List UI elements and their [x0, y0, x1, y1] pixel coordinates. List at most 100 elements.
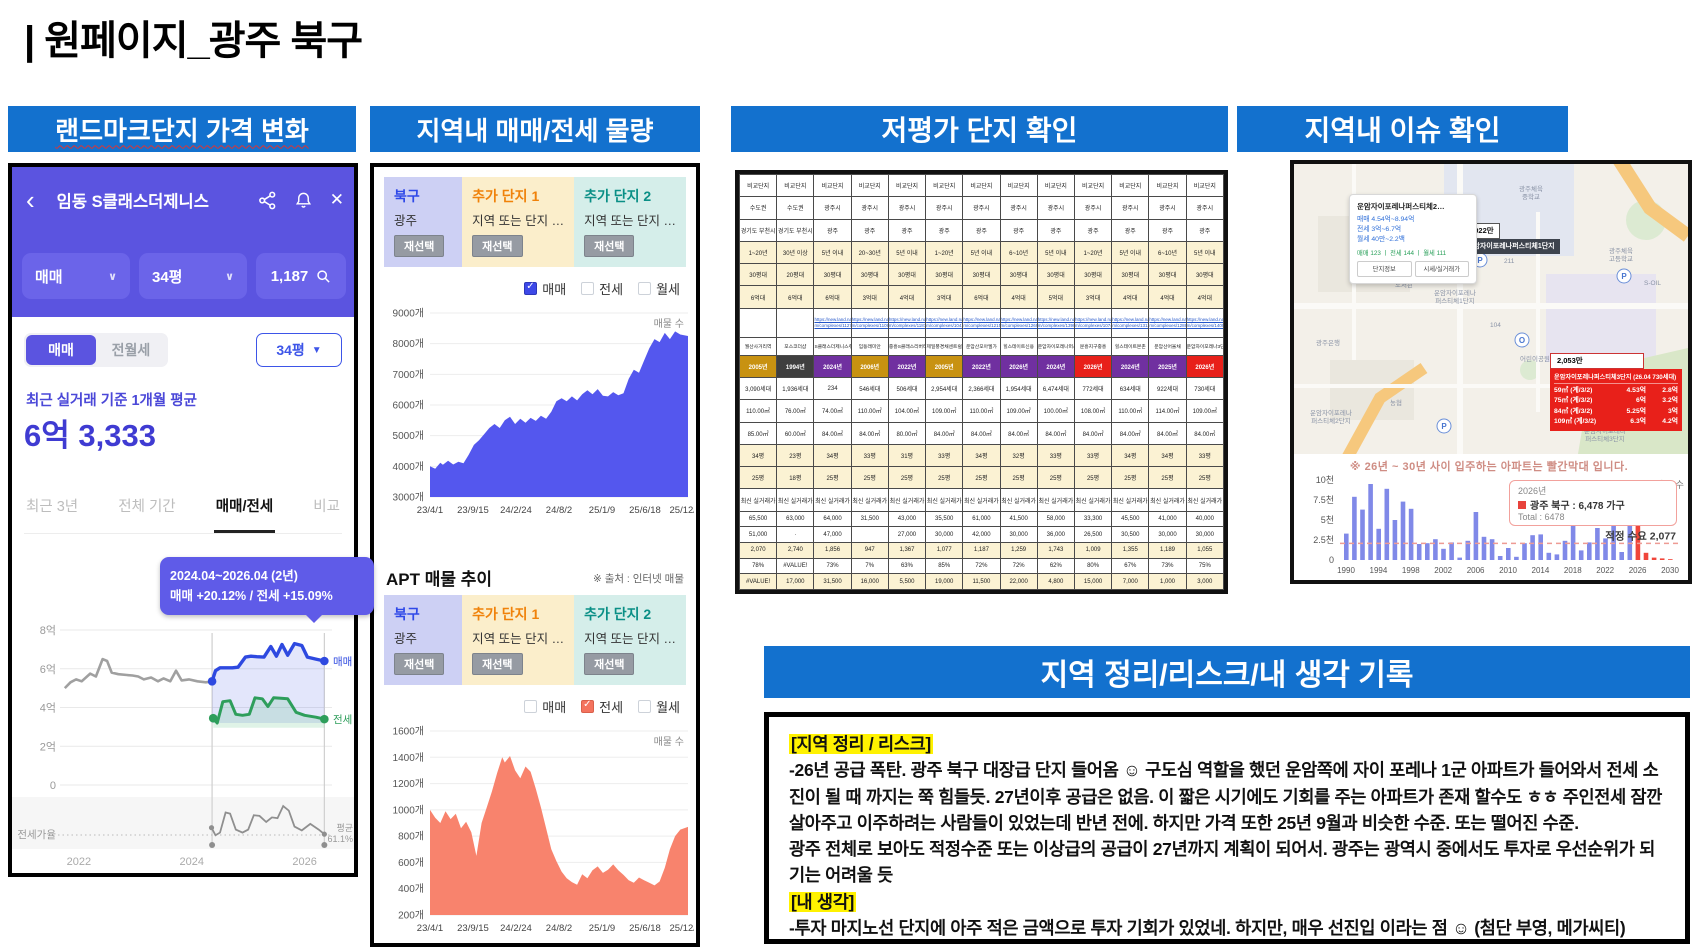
table-cell: 110.00㎡: [738, 399, 778, 423]
selector-add1[interactable]: 추가 단지 1 지역 또는 단지 … 재선택: [462, 177, 575, 267]
naver-land-link[interactable]: https://new.land.naver.com/complexes/110…: [850, 307, 889, 338]
legend-item-sale[interactable]: 매매: [524, 279, 566, 298]
tab-sale-jeonse[interactable]: 매매/전세: [213, 489, 276, 533]
map-label: 운암자이포레나 퍼스티체1단지: [1434, 290, 1476, 306]
table-cell: 6~10년: [1148, 240, 1187, 265]
segment-sale[interactable]: 매매: [26, 335, 96, 365]
reselect-button[interactable]: 재선택: [584, 235, 635, 257]
table-cell: 30,000: [999, 526, 1038, 543]
share-icon[interactable]: [258, 191, 277, 210]
svg-text:O: O: [1519, 336, 1525, 345]
table-cell: 85%: [925, 557, 964, 575]
svg-text:P: P: [1477, 256, 1483, 265]
table-cell: 운암산어울채: [1148, 336, 1187, 356]
reselect-button[interactable]: 재선택: [394, 235, 445, 257]
naver-land-link[interactable]: https://new.land.naver.com/complexes/126…: [999, 307, 1038, 338]
complex-info-button[interactable]: 단지정보: [1357, 260, 1412, 277]
table-cell: 경기도 부천시: [738, 218, 778, 242]
table-cell: 광주: [925, 218, 964, 242]
legend-item-wolse[interactable]: 월세: [638, 279, 680, 298]
bell-icon[interactable]: [294, 191, 313, 210]
selector-region[interactable]: 북구 광주 재선택: [384, 595, 463, 685]
svg-text:2010: 2010: [1499, 566, 1517, 575]
table-cell: 6억대: [738, 285, 778, 309]
table-cell: 34평: [1111, 443, 1150, 468]
trade-type-dropdown[interactable]: 매매 ∨: [22, 253, 130, 299]
reselect-button[interactable]: 재선택: [472, 235, 523, 257]
legend-item-sale[interactable]: 매매: [524, 697, 566, 716]
table-cell: 4억대: [1148, 285, 1187, 309]
tab-compare[interactable]: 비교: [313, 499, 340, 515]
back-icon[interactable]: ‹: [26, 185, 35, 215]
table-cell: 광주: [813, 218, 852, 242]
selector-region[interactable]: 북구 광주 재선택: [384, 177, 463, 267]
table-cell: 운암자이포레나퍼스티체: [1036, 336, 1075, 356]
table-cell: 비교단지: [887, 173, 927, 198]
naver-land-link[interactable]: https://new.land.naver.com/complexes/112…: [813, 307, 852, 338]
table-cell: 문흥지구중흥: [1073, 336, 1113, 356]
naver-land-link[interactable]: https://new.land.naver.com/complexes/118…: [887, 307, 927, 338]
selector-region-title: 북구: [394, 606, 420, 622]
table-cell: 25평: [1111, 466, 1150, 490]
table-cell: 2,954세대: [925, 377, 964, 401]
table-cell: 19,000: [925, 573, 964, 590]
table-cell: 광주시: [962, 196, 1001, 220]
price-history-button[interactable]: 시세/실거래가: [1414, 260, 1469, 277]
page-title: | 원페이지_광주 북구: [24, 19, 363, 63]
table-cell: 40,000: [1185, 510, 1225, 528]
card-label: 매매: [1357, 216, 1370, 223]
transaction-count-button[interactable]: 1,187: [256, 253, 346, 299]
table-row: 34평 23평 34평 33평 31평 33평 34평 32평 33평 33평 34평 34평 33평: [738, 443, 1225, 468]
volume-panel: 북구 광주 재선택 추가 단지 1 지역 또는 단지 … 재선택 추가 단지 2…: [370, 163, 700, 947]
table-cell: 포스코더샵: [776, 336, 815, 356]
naver-map[interactable]: P P P P O 운암자이포레나퍼스티체2… 매매 4.54억~8.94억 전…: [1294, 164, 1688, 454]
table-cell: 6~10년: [999, 240, 1038, 265]
naver-land-link[interactable]: https://new.land.naver.com/complexes/107…: [1073, 307, 1113, 338]
table-cell: 30,000: [1148, 526, 1187, 543]
tooltip-total: Total : 6478: [1518, 512, 1565, 522]
table-cell: 6억대: [776, 285, 815, 309]
close-icon[interactable]: ✕: [329, 190, 344, 209]
table-cell: 광주: [850, 218, 889, 242]
naver-land-link[interactable]: https://new.land.naver.com/complexes/104…: [925, 307, 964, 338]
table-cell: 광주시: [999, 196, 1038, 220]
svg-text:2030: 2030: [1661, 566, 1679, 575]
legend-item-wolse[interactable]: 월세: [638, 697, 680, 716]
naver-land-link[interactable]: https://new.land.naver.com/complexes/131…: [1111, 307, 1150, 338]
size-select-dropdown[interactable]: 34평 ▼: [256, 333, 342, 367]
section-header-notes: 지역 정리/리스크/내 생각 기록: [764, 646, 1690, 698]
marker-price: 2,053만: [1550, 352, 1644, 369]
selector-add2[interactable]: 추가 단지 2 지역 또는 단지 … 재선택: [574, 595, 686, 685]
segment-jeonwolse[interactable]: 전월세: [111, 342, 151, 358]
table-cell: 51,000: [738, 526, 778, 543]
reselect-button[interactable]: 재선택: [472, 653, 523, 675]
table-cell: 광주시: [887, 196, 927, 220]
table-cell: 최신 실거래가: [1073, 488, 1113, 512]
table-cell: 30평대: [1148, 263, 1187, 287]
table-cell: 2006년: [850, 354, 889, 379]
tab-all-period[interactable]: 전체 기간: [118, 499, 176, 515]
tab-recent-3y[interactable]: 최근 3년: [26, 499, 79, 515]
selector-add2[interactable]: 추가 단지 2 지역 또는 단지 … 재선택: [574, 177, 686, 267]
svg-text:61.1%: 61.1%: [327, 834, 353, 844]
table-cell: 84.00㎡: [1111, 421, 1150, 445]
size-dropdown[interactable]: 34평 ∨: [139, 253, 247, 299]
table-cell: 73%: [1148, 557, 1187, 575]
table-cell: 30,500: [1111, 526, 1150, 543]
checkbox-icon: [638, 282, 652, 295]
map-marker-complex3[interactable]: 2,053만 운암자이포레나퍼스티체3단지 (26.04 730세대) 59㎡ …: [1550, 350, 1682, 431]
naver-land-link[interactable]: https://new.land.naver.com/complexes/128…: [1148, 307, 1187, 338]
table-cell: 35,500: [925, 510, 964, 528]
reselect-button[interactable]: 재선택: [584, 653, 635, 675]
svg-text:25/6/18: 25/6/18: [629, 505, 661, 516]
legend-item-jeonse[interactable]: 전세: [581, 279, 623, 298]
selector-add1[interactable]: 추가 단지 1 지역 또는 단지 … 재선택: [462, 595, 575, 685]
table-cell: 1,954세대: [999, 377, 1038, 401]
marker-title: 운암자이포레나퍼스티체3단지 (26.04 730세대): [1554, 372, 1678, 384]
reselect-button[interactable]: 재선택: [394, 653, 445, 675]
legend-item-jeonse[interactable]: 전세: [581, 697, 623, 716]
naver-land-link[interactable]: https://new.land.naver.com/complexes/139…: [1036, 307, 1075, 338]
naver-land-link[interactable]: https://new.land.naver.com/complexes/140…: [1185, 307, 1225, 338]
table-cell: 41,500: [999, 510, 1038, 528]
naver-land-link[interactable]: https://new.land.naver.com/complexes/121…: [962, 307, 1001, 338]
